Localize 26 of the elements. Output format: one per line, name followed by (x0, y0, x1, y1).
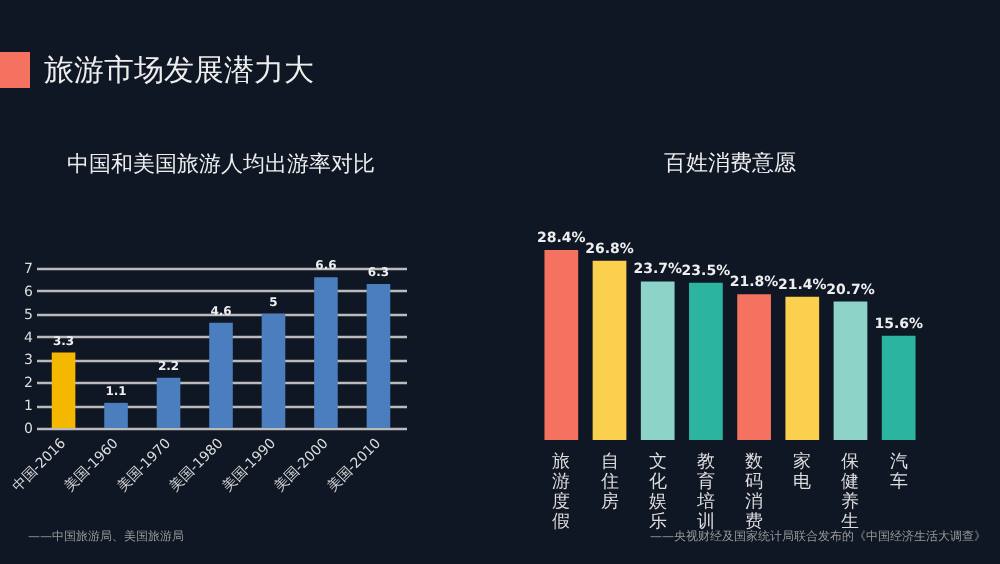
x-tick-label: 汽车 (889, 451, 908, 493)
text: 旅游市场发展潜力大 (44, 51, 314, 89)
bar (209, 322, 233, 428)
x-tick-label: 文化娱乐 (648, 451, 667, 533)
bar (314, 277, 338, 428)
bar (156, 377, 181, 428)
bar (833, 301, 868, 440)
bar (640, 281, 675, 440)
bar (366, 284, 391, 428)
x-tick-label: 自住房 (600, 451, 619, 513)
bar (261, 313, 286, 428)
bar (51, 352, 76, 428)
bar (104, 402, 128, 428)
x-tick-label: 旅游度假 (552, 451, 571, 533)
x-tick-label: 数码消费 (745, 451, 764, 533)
bar (881, 335, 916, 440)
x-tick-label: 教育培训 (694, 451, 715, 533)
bar (737, 294, 771, 440)
bar (689, 282, 723, 440)
bar (544, 250, 579, 440)
x-tick-label: 保健养生 (841, 451, 860, 533)
chart-title: 百姓消费意愿 (664, 150, 796, 176)
x-tick-label: 家电 (793, 451, 812, 493)
bar (785, 296, 820, 440)
chart-title: 中国和美国旅游人均出游率对比 (67, 151, 375, 178)
bar (592, 260, 627, 440)
